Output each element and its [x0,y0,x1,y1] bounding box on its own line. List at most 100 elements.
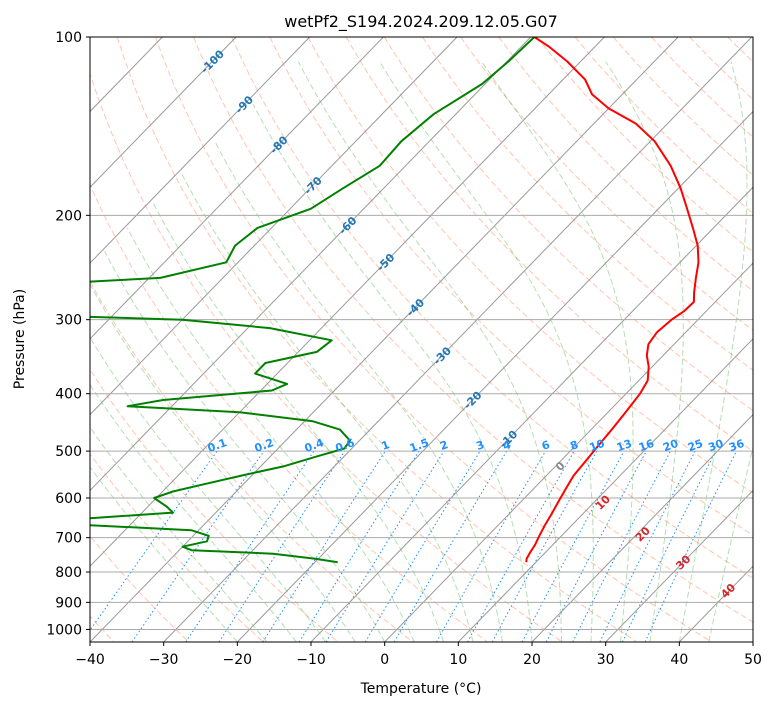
moist-adiabat-line [90,383,297,642]
dry-adiabat-line [612,37,753,176]
mixing-ratio-line [521,450,625,642]
dry-adiabat-line [498,37,753,292]
isotherm-line [310,186,753,642]
mixing-ratio-label: 1.5 [408,436,431,455]
mixing-ratio-line [364,450,481,642]
mixing-ratio-line [491,450,598,642]
dry-adiabat-line [422,37,753,371]
isotherm-label: -100 [198,47,227,76]
mixing-ratio-label: 36 [727,437,746,455]
dry-adiabat-line [689,37,753,101]
mixing-ratio-label: 10 [588,437,607,455]
x-tick-label: 50 [744,652,762,668]
moist-adiabat-line [678,61,748,642]
y-tick-label: 800 [55,565,82,581]
mixing-ratio-label: 0.4 [303,436,326,455]
moist-adiabat-line [104,251,386,642]
isotherm-line [752,641,753,642]
dry-adiabat-line [231,37,753,579]
isotherm-line [384,262,753,642]
x-tick-label: 0 [380,652,389,668]
mixing-ratio-line [325,450,445,642]
isotherm-line [236,110,753,642]
dry-adiabat-line [90,279,414,642]
moist-adiabat-line [90,336,327,642]
moist-adiabat-line [152,201,445,642]
dry-adiabat-line [193,37,753,623]
dry-adiabat-line [116,37,638,642]
isotherm-line [90,37,237,188]
wet-adiabat-label: 20 [633,524,653,544]
dry-adiabat-line [536,37,753,253]
chart-title: wetPf2_S194.2024.209.12.05.G07 [284,12,558,32]
dry-adiabat-line [766,37,775,642]
moist-adiabat-line [90,466,238,642]
y-tick-label: 900 [55,595,82,611]
isotherm-line [90,37,605,567]
mixing-ratio-line [599,450,696,642]
mixing-ratio-label: 25 [686,437,705,454]
mixing-ratio-label: 6 [540,438,552,453]
mixing-ratio-label: 0.2 [253,436,276,455]
x-tick-label: 10 [449,652,467,668]
y-tick-label: 400 [55,387,82,403]
mixing-ratio-label: 30 [706,437,725,455]
isotherm-line [605,489,753,642]
isotherm-line [90,37,311,264]
isotherm-line [90,37,679,642]
temperature-profile-line [525,37,700,563]
moist-adiabat-line [481,61,634,642]
background-reference-lines [90,37,775,642]
dry-adiabat-line [269,37,753,536]
mixing-ratio-label: 16 [637,437,656,455]
pressure-gridlines [90,37,753,642]
moist-adiabat-line [379,61,594,642]
dry-adiabat-line [90,183,488,642]
y-tick-label: 200 [55,208,82,224]
x-tick-label: −10 [296,652,326,668]
moist-adiabat-line [708,444,753,642]
dry-adiabat-line [90,72,563,642]
moist-adiabat-line [252,104,533,642]
isotherm-line [531,413,753,642]
mixing-ratio-line [131,450,265,642]
isotherm-line [457,338,753,642]
mixing-ratio-line [467,450,575,642]
wet-adiabat-label: 10 [593,492,613,512]
x-tick-label: 20 [523,652,541,668]
dewpoint-profile-line [90,37,536,564]
dry-adiabat-line [727,37,753,63]
mixing-ratio-label: 3 [474,438,486,453]
mixing-ratio-label: 0.1 [206,436,229,455]
mixing-ratio-line [545,450,647,642]
isotherm-line [90,37,384,340]
mixing-ratio-line [185,450,315,642]
dry-adiabat-line [307,37,753,494]
dry-adiabat-line [383,37,753,412]
dry-adiabat-line [154,37,712,642]
dry-adiabat-line [90,368,339,642]
dry-adiabat-line [574,37,753,215]
isotherm-line [90,37,458,416]
mixing-ratio-line [644,450,737,642]
y-tick-label: 600 [55,491,82,507]
moist-adiabat-line [126,227,415,642]
y-tick-label: 100 [55,30,82,46]
mixing-ratio-label: 4 [501,438,513,453]
mixing-ratio-line [262,450,386,642]
moist-adiabat-line [90,283,356,642]
mixing-ratio-label: 1 [380,438,392,453]
moist-adiabat-line [181,173,474,642]
mixing-ratio-label: 8 [568,438,580,453]
x-tick-label: −40 [75,652,105,668]
y-tick-label: 300 [55,313,82,329]
moist-adiabat-line [605,61,684,642]
x-tick-label: 30 [597,652,615,668]
sounding-profiles [90,37,700,564]
y-tick-label: 1000 [46,622,82,638]
dry-adiabat-line [90,535,190,642]
moist-adiabat-line [90,426,268,642]
x-tick-label: 40 [670,652,688,668]
